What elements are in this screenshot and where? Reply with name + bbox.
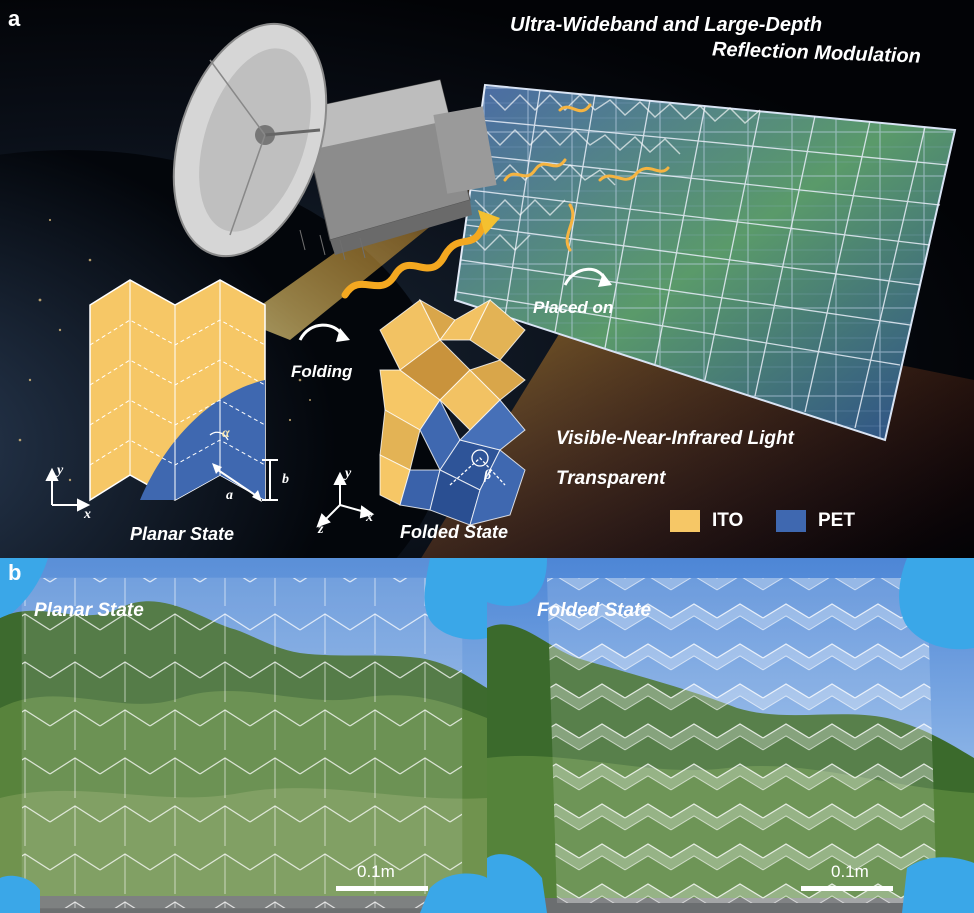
folded-axes	[316, 471, 375, 528]
visible-line-1: Visible-Near-Infrared Light	[556, 428, 794, 449]
photo-folded-label: Folded State	[537, 600, 652, 621]
planar-photo-scene	[0, 558, 487, 913]
scale-label-left: 0.1m	[357, 862, 395, 881]
legend-label-pet: PET	[818, 510, 855, 531]
planar-axes	[45, 467, 91, 512]
panel-a-letter: a	[8, 6, 21, 31]
folded-axis-z: z	[318, 522, 324, 537]
panel-b-planar-photo: b Planar State 0.1m	[0, 558, 487, 913]
legend-swatch-pet	[776, 510, 806, 532]
dim-b: b	[282, 472, 289, 487]
panel-b-folded-photo: Folded State 0.1m	[487, 558, 974, 913]
dim-alpha: α	[222, 426, 230, 441]
panel-b-letter: b	[8, 560, 22, 585]
title-line-1: Ultra-Wideband and Large-Depth	[510, 14, 823, 36]
legend-swatch-ito	[670, 510, 700, 532]
panel-a-scene	[0, 22, 974, 558]
folded-axis-x: x	[366, 510, 373, 525]
folded-axis-y: y	[345, 466, 352, 481]
planar-state-label: Planar State	[130, 524, 235, 544]
placed-on-arrowhead	[598, 273, 612, 287]
photo-planar-label: Planar State	[34, 600, 144, 621]
light-wave	[341, 216, 489, 299]
planar-axis-x: x	[84, 507, 91, 522]
dim-a: a	[226, 488, 233, 503]
scale-bar-right	[801, 886, 893, 891]
satellite	[172, 22, 497, 261]
folded-state-label: Folded State	[400, 522, 509, 542]
dim-beta: β	[484, 468, 492, 483]
scale-bar-left	[336, 886, 428, 891]
reflected-waves	[503, 103, 670, 252]
scale-label-right: 0.1m	[831, 862, 869, 881]
panel-a-illustration: a Ultra-Wideband and Large-Depth Reflect…	[0, 0, 974, 558]
folded-pattern	[379, 298, 526, 526]
folding-label: Folding	[291, 362, 353, 381]
wave-arrowhead	[478, 210, 500, 235]
planar-axis-y: y	[57, 463, 64, 478]
visible-line-2: Transparent	[556, 468, 666, 489]
legend-label-ito: ITO	[712, 510, 744, 531]
folding-arrowhead	[336, 328, 350, 342]
solar-panel	[453, 83, 957, 442]
folded-photo-scene	[487, 558, 974, 913]
placed-on-label: Placed on	[533, 298, 614, 317]
planar-pattern	[89, 279, 278, 502]
